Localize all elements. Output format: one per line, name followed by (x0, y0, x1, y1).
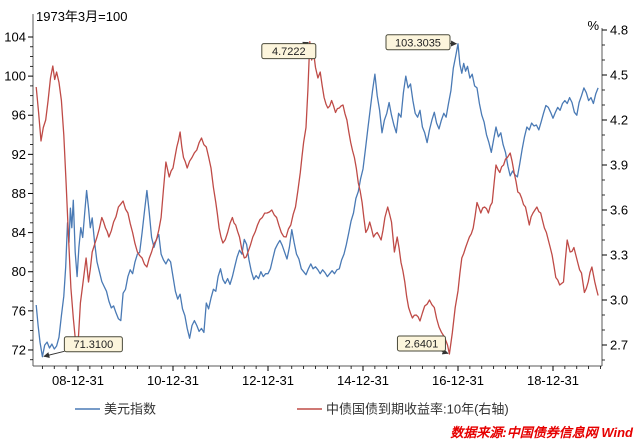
right-axis-tick-label: 4.5 (610, 68, 628, 83)
left-axis-tick-label: 104 (4, 30, 26, 45)
legend-label-bond-yield: 中债国债到期收益率:10年(右轴) (326, 402, 509, 417)
axes: 72 76 80 84 88 92 96 100 104 2.7 3.0 3.3 3.6 3.9 4.2 4.… (4, 14, 628, 388)
annotation-box (396, 335, 446, 352)
left-axis-tick-label: 100 (4, 69, 26, 84)
right-axis-unit-label: % (587, 18, 599, 33)
annotation-value-label: 103.3035 (395, 37, 441, 49)
annotation-box (385, 34, 451, 51)
series-line-usd-index (35, 43, 599, 358)
right-axis-tick-label: 3.3 (610, 248, 628, 263)
annotation-box (63, 336, 123, 353)
left-axis-tick-label: 84 (12, 225, 26, 240)
chart-title: 1973年3月=100 (36, 9, 127, 24)
annotations: 71.3100 4.7222 103.3035 2.6401 (43, 34, 458, 358)
x-axis-tick-label: 18-12-31 (527, 373, 579, 388)
left-axis-tick-label: 88 (12, 186, 26, 201)
legend: 美元指数 中债国债到期收益率:10年(右轴) (75, 402, 509, 417)
right-axis-tick-label: 4.2 (610, 113, 628, 128)
left-axis-tick-label: 92 (12, 147, 26, 162)
annotation-value-label: 4.7222 (272, 46, 306, 58)
annotation-value-label: 71.3100 (73, 339, 113, 351)
legend-label-usd-index: 美元指数 (104, 402, 156, 417)
right-axis-tick-label: 4.8 (610, 23, 628, 38)
series-lines (35, 41, 599, 358)
series-line-bond-yield (35, 41, 599, 355)
right-axis-tick-label: 2.7 (610, 338, 628, 353)
annotation-arrow (43, 350, 65, 358)
annotation-box (261, 43, 317, 60)
left-axis-tick-label: 72 (12, 342, 26, 357)
left-axis-tick-label: 80 (12, 264, 26, 279)
right-axis-tick-label: 3.6 (610, 203, 628, 218)
right-axis-tick-label: 3.0 (610, 293, 628, 308)
x-axis-tick-label: 10-12-31 (147, 373, 199, 388)
source-credit: 数据来源:中国债券信息网 Wind (450, 425, 634, 440)
x-axis-tick-label: 16-12-31 (432, 373, 484, 388)
right-axis-tick-label: 3.9 (610, 158, 628, 173)
left-axis-tick-label: 96 (12, 108, 26, 123)
annotation-value-label: 2.6401 (405, 338, 439, 350)
x-axis-tick-label: 08-12-31 (52, 373, 104, 388)
x-axis-tick-label: 14-12-31 (337, 373, 389, 388)
left-axis-tick-label: 76 (12, 303, 26, 318)
x-axis-tick-label: 12-12-31 (242, 373, 294, 388)
